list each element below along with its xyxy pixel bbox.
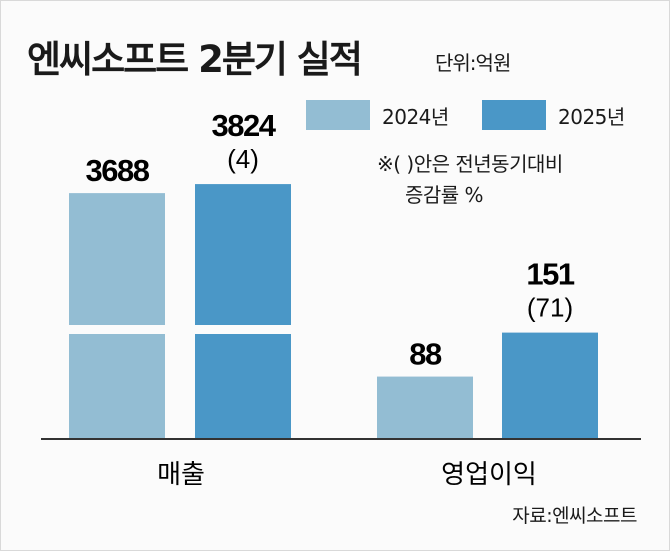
legend-swatch-2025 — [482, 100, 546, 130]
category-label-operating-profit: 영업이익 — [441, 460, 537, 490]
chart-title: 엔씨소프트 2분기 실적 — [27, 38, 363, 81]
footnote-line1: ※( )안은 전년동기대비 — [377, 152, 563, 176]
axis-break-revenue-2025 — [195, 325, 291, 334]
axis-break-revenue-2024 — [69, 325, 165, 334]
change-label-operating-profit-2025: (71) — [527, 293, 573, 323]
footnote-line2: 증감률 % — [405, 183, 484, 207]
legend-item-2025: 2025년 — [482, 99, 625, 131]
footnote: ※( )안은 전년동기대비 증감률 % — [377, 149, 563, 211]
source-label: 자료:엔씨소프트 — [512, 505, 637, 527]
bar-revenue-2025 — [195, 184, 291, 438]
legend-swatch-2024 — [306, 100, 370, 130]
value-label-revenue-2025: 3824 — [212, 108, 277, 143]
bar-revenue-2024 — [69, 193, 165, 438]
change-label-revenue-2025: (4) — [227, 144, 259, 174]
unit-label: 단위:억원 — [435, 51, 511, 75]
bar-operating-profit-2024 — [377, 376, 473, 438]
legend-item-2024: 2024년 — [306, 99, 449, 131]
category-label-revenue: 매출 — [157, 460, 205, 490]
value-label-revenue-2024: 3688 — [86, 153, 150, 188]
bar-operating-profit-2025 — [502, 332, 598, 438]
value-label-operating-profit-2024: 88 — [409, 337, 442, 372]
legend-label-2025: 2025년 — [558, 104, 625, 129]
legend-label-2024: 2024년 — [382, 104, 449, 129]
value-label-operating-profit-2025: 151 — [526, 257, 574, 292]
